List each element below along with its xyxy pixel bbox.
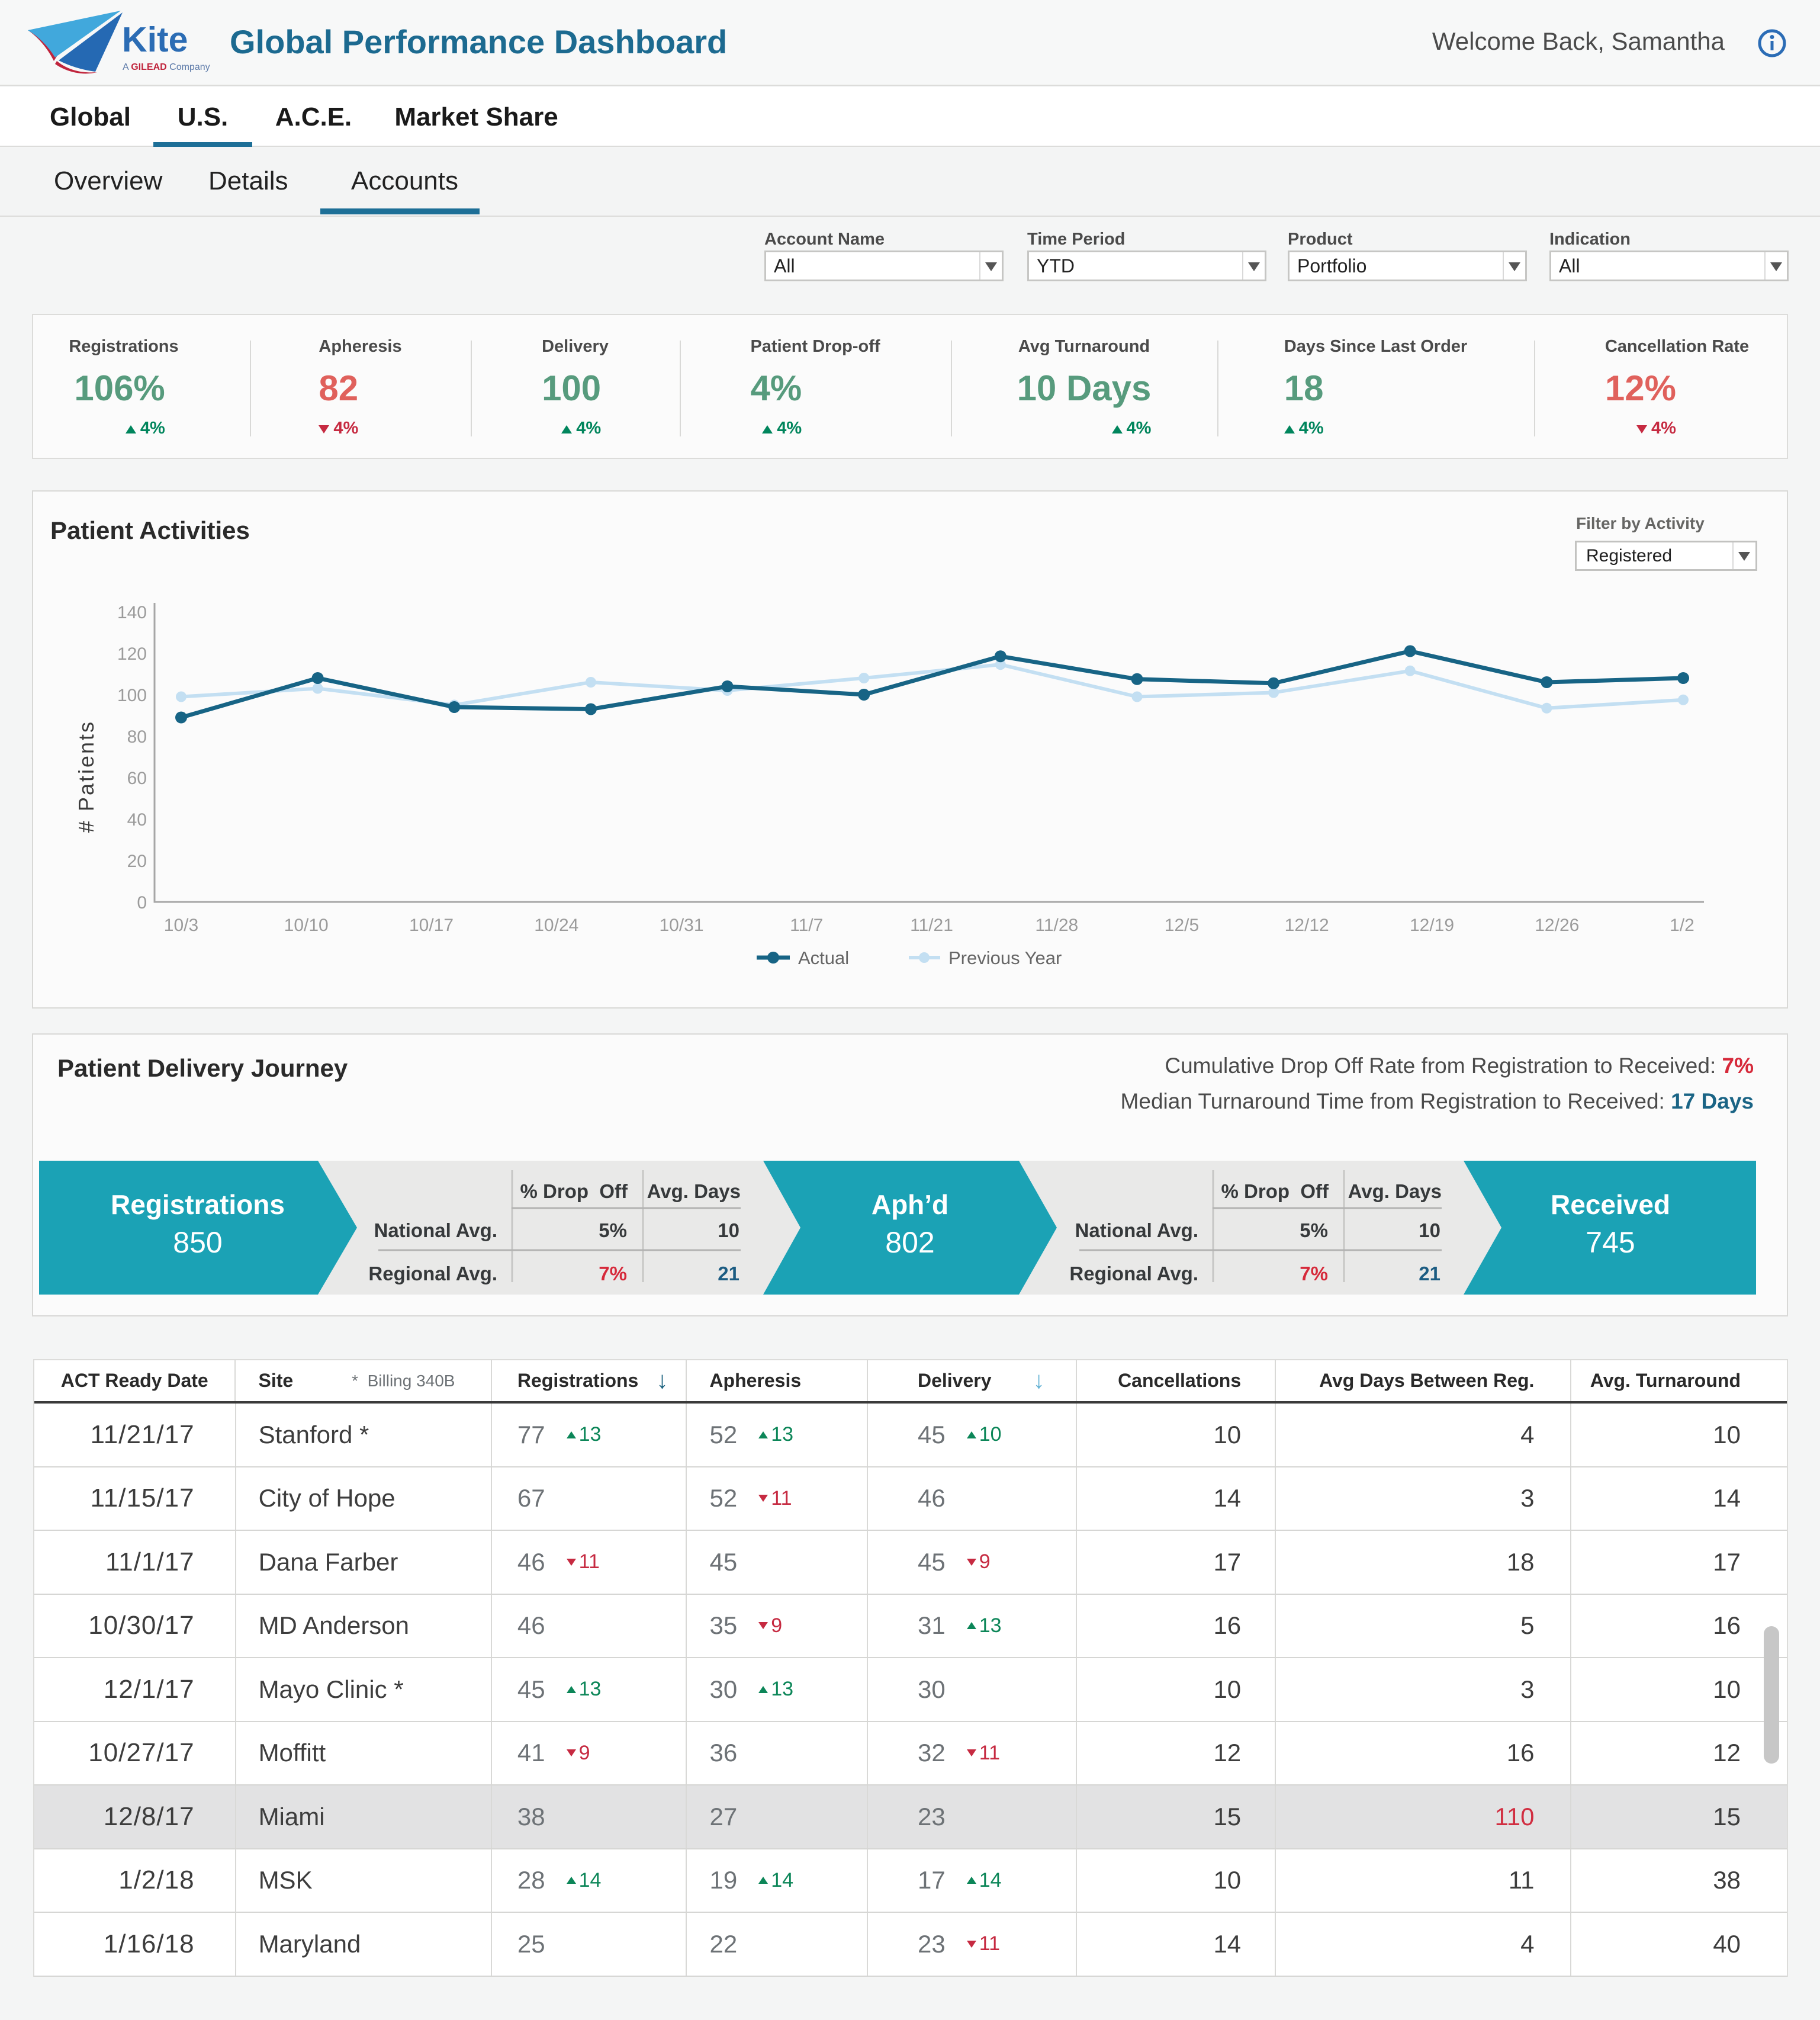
svg-text:National Avg.: National Avg. — [374, 1219, 497, 1241]
svg-text:12/19: 12/19 — [1410, 916, 1454, 935]
svg-text:745: 745 — [1586, 1226, 1635, 1259]
svg-text:7%: 7% — [1300, 1263, 1328, 1284]
svg-text:7%: 7% — [599, 1263, 627, 1284]
svg-text:21: 21 — [1419, 1263, 1440, 1284]
svg-text:12/12: 12/12 — [1285, 916, 1329, 935]
svg-text:100: 100 — [117, 686, 147, 705]
svg-text:1/2: 1/2 — [1670, 916, 1694, 935]
svg-text:Previous Year: Previous Year — [948, 948, 1062, 968]
svg-text:850: 850 — [173, 1226, 222, 1259]
svg-text:10: 10 — [1419, 1219, 1440, 1241]
svg-text:Registrations: Registrations — [111, 1189, 285, 1220]
svg-text:10/24: 10/24 — [534, 916, 578, 935]
svg-text:National Avg.: National Avg. — [1075, 1219, 1198, 1241]
svg-text:80: 80 — [127, 727, 147, 747]
svg-text:20: 20 — [127, 852, 147, 871]
svg-text:% Drop Off: % Drop Off — [520, 1180, 628, 1202]
svg-text:120: 120 — [117, 644, 147, 664]
svg-text:Aph’d: Aph’d — [872, 1189, 948, 1220]
svg-text:# Patients: # Patients — [74, 720, 98, 833]
svg-text:Regional Avg.: Regional Avg. — [1069, 1263, 1198, 1284]
svg-text:5%: 5% — [1300, 1219, 1328, 1241]
svg-text:40: 40 — [127, 810, 147, 830]
svg-text:11/7: 11/7 — [790, 916, 823, 935]
svg-text:60: 60 — [127, 769, 147, 788]
svg-text:802: 802 — [885, 1226, 934, 1259]
svg-text:Avg. Days: Avg. Days — [1348, 1180, 1442, 1202]
svg-text:Avg. Days: Avg. Days — [647, 1180, 741, 1202]
svg-text:% Drop Off: % Drop Off — [1221, 1180, 1329, 1202]
svg-text:140: 140 — [117, 603, 147, 622]
svg-text:Regional Avg.: Regional Avg. — [368, 1263, 497, 1284]
svg-text:10/3: 10/3 — [164, 916, 198, 935]
svg-text:10/31: 10/31 — [659, 916, 703, 935]
svg-text:12/26: 12/26 — [1535, 916, 1579, 935]
svg-text:10/10: 10/10 — [284, 916, 329, 935]
svg-text:0: 0 — [137, 893, 147, 913]
svg-text:10/17: 10/17 — [409, 916, 454, 935]
svg-text:10: 10 — [718, 1219, 739, 1241]
svg-text:12/5: 12/5 — [1165, 916, 1199, 935]
svg-text:Actual: Actual — [798, 948, 849, 968]
svg-text:11/28: 11/28 — [1035, 916, 1078, 935]
svg-text:11/21: 11/21 — [910, 916, 953, 935]
svg-text:21: 21 — [718, 1263, 739, 1284]
svg-text:Received: Received — [1551, 1189, 1670, 1220]
svg-text:5%: 5% — [599, 1219, 627, 1241]
